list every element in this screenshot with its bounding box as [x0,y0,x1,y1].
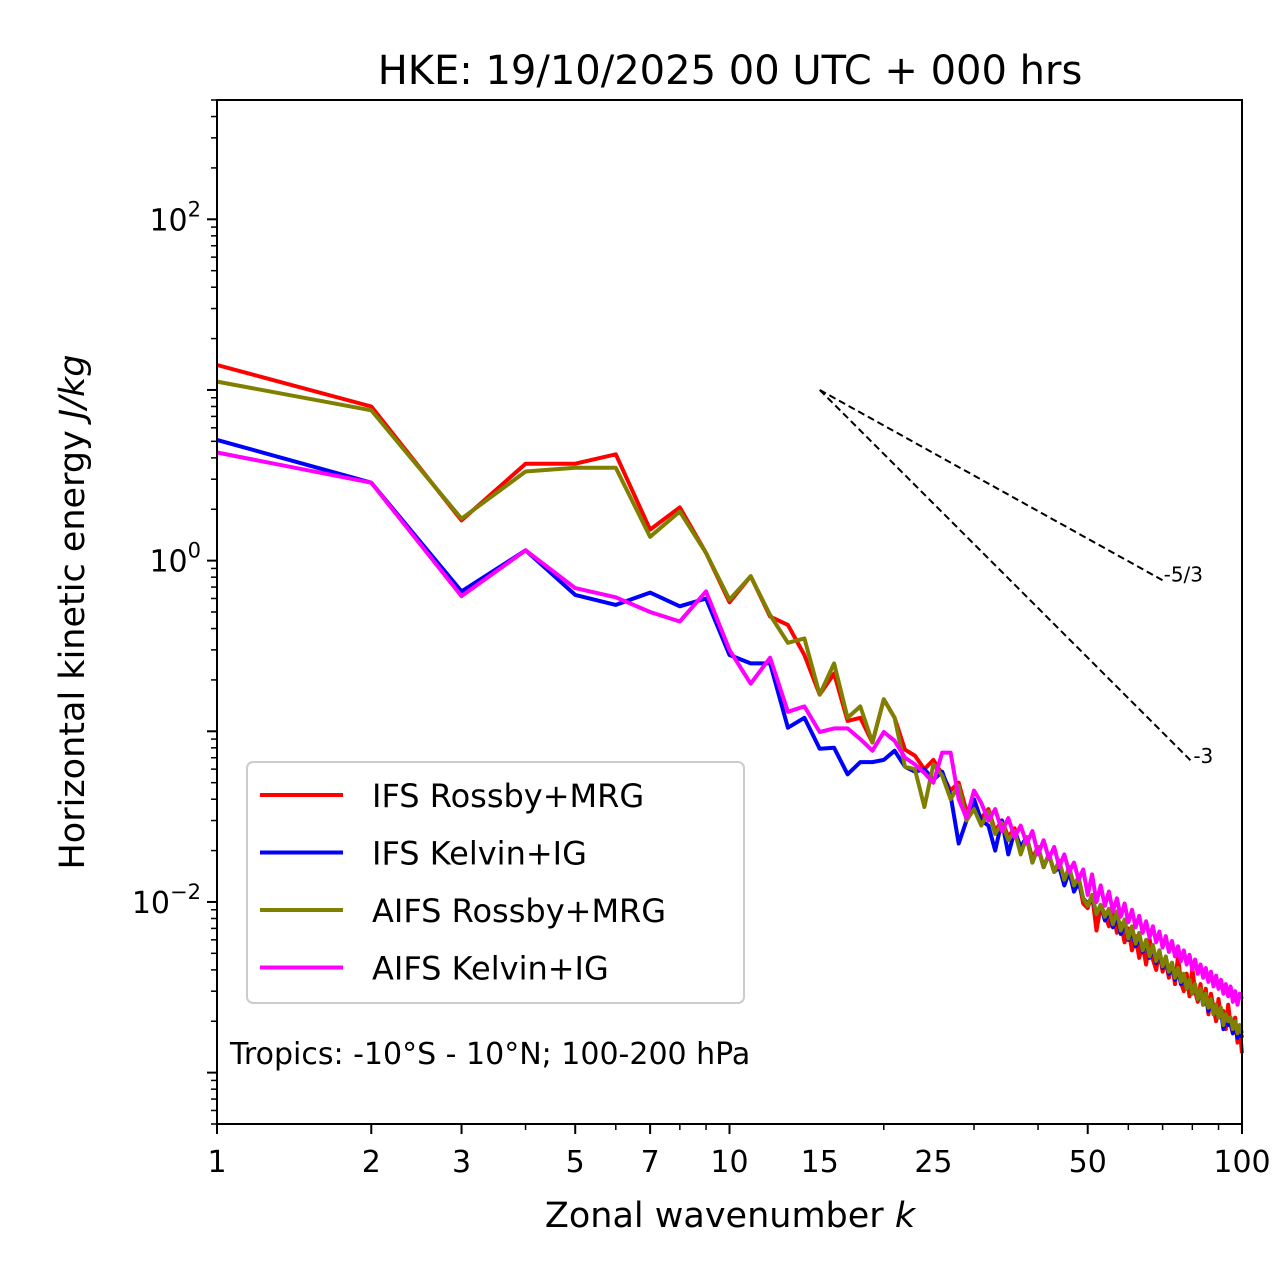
reference-line-label: -5/3 [1164,562,1203,586]
legend-item-ifs-kelvin-ig: IFS Kelvin+IG [260,835,587,873]
x-tick-label: 25 [914,1145,952,1180]
x-tick-label: 3 [452,1145,471,1180]
reference-line-slope-minus-3 [819,389,1194,763]
x-tick-label: 5 [566,1145,585,1180]
legend-item-aifs-rossby-mrg: AIFS Rossby+MRG [260,892,666,930]
reference-line-label: -3 [1193,744,1213,768]
x-axis-label: Zonal wavenumber k [545,1196,917,1236]
legend-frame [246,761,745,1004]
legend-label: AIFS Rossby+MRG [372,892,666,930]
x-tick-label: 2 [362,1145,381,1180]
y-tick-label: 100 [149,539,201,580]
x-tick-label: 50 [1069,1145,1107,1180]
y-tick-label: 10−2 [132,880,201,921]
x-tick-label: 7 [641,1145,660,1180]
legend-item-ifs-rossby-mrg: IFS Rossby+MRG [260,777,644,815]
y-tick-label: 102 [149,197,201,238]
reference-lines: -5/3 -3 [819,389,1213,768]
legend-item-aifs-kelvin-ig: AIFS Kelvin+IG [260,950,609,988]
y-axis-ticks: 102 100 10−2 [132,99,217,1125]
x-tick-label: 15 [801,1145,839,1180]
legend: IFS Rossby+MRG IFS Kelvin+IG AIFS Rossby+M… [246,761,745,1004]
x-tick-label: 1 [207,1145,226,1180]
series-line-aifs-rossby-mrg [216,379,1244,1036]
x-axis-ticks: 1 2 3 5 7 10 15 25 50 100 [207,1124,1271,1180]
region-annotation: Tropics: -10°S - 10°N; 100-200 hPa [229,1037,750,1072]
legend-label: IFS Rossby+MRG [372,777,644,815]
legend-label: IFS Kelvin+IG [372,835,587,873]
series-layer [216,363,1244,1054]
legend-label: AIFS Kelvin+IG [372,950,609,988]
x-tick-label: 100 [1213,1145,1270,1180]
reference-line-slope-minus-5-over-3 [819,389,1164,582]
y-axis-label: Horizontal kinetic energy J/kg [53,354,93,869]
x-tick-label: 10 [710,1145,748,1180]
series-line-aifs-kelvin-ig [216,450,1244,1007]
chart-title: HKE: 19/10/2025 00 UTC + 000 hrs [378,48,1083,94]
